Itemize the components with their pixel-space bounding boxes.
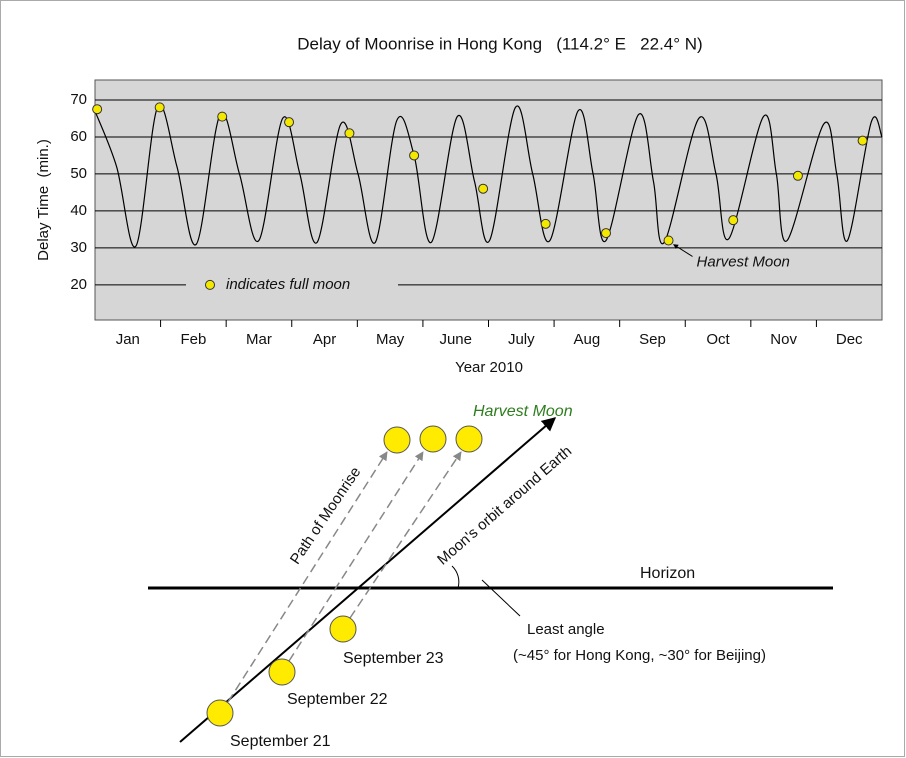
x-tick-label: Jan (116, 331, 140, 348)
moon (384, 427, 410, 453)
x-tick-label: Dec (836, 331, 863, 348)
full-moon-marker (345, 129, 354, 138)
moon (207, 700, 233, 726)
x-tick-label: Oct (706, 331, 730, 348)
x-tick-label: July (508, 331, 535, 348)
x-tick-label: Apr (313, 331, 336, 348)
x-tick-label: Mar (246, 331, 272, 348)
x-tick-label: May (376, 331, 405, 348)
full-moon-marker (479, 184, 488, 193)
y-tick-label: 70 (70, 91, 87, 108)
moon-label: September 21 (230, 733, 331, 750)
angle-arc (452, 566, 459, 588)
x-tick-label: Aug (574, 331, 601, 348)
x-tick-label: Sep (639, 331, 666, 348)
full-moon-marker (285, 118, 294, 127)
y-tick-label: 60 (70, 128, 87, 145)
full-moon-marker (858, 136, 867, 145)
y-axis-title: Delay Time (min.) (35, 139, 52, 261)
annotation: Harvest Moon (697, 253, 790, 270)
moon (269, 659, 295, 685)
full-moon-marker (793, 171, 802, 180)
y-tick-label: 50 (70, 165, 87, 182)
moon (420, 426, 446, 452)
angle-pointer (482, 580, 520, 616)
horizon-label: Horizon (640, 565, 695, 582)
x-axis-title: Year 2010 (455, 359, 523, 376)
full-moon-marker (602, 229, 611, 238)
y-tick-label: 20 (70, 276, 87, 293)
page: Delay of Moonrise in Hong Kong (114.2° E… (0, 0, 906, 758)
angle-label: Least angle (527, 621, 605, 638)
diagram: Horizon Moon's orbit around Earth Least … (148, 403, 833, 750)
moon (456, 426, 482, 452)
full-moon-marker (541, 219, 550, 228)
full-moon-marker (155, 103, 164, 112)
full-moon-marker (218, 112, 227, 121)
x-tick-label: Feb (180, 331, 206, 348)
full-moon-marker (93, 105, 102, 114)
moon (330, 616, 356, 642)
legend-label: indicates full moon (226, 276, 350, 293)
chart-title: Delay of Moonrise in Hong Kong (114.2° E… (297, 34, 702, 53)
moonrise-path (350, 452, 461, 618)
full-moon-marker (729, 216, 738, 225)
y-tick-label: 40 (70, 202, 87, 219)
full-moon-marker (410, 151, 419, 160)
moon-label: September 23 (343, 650, 444, 667)
chart: Delay of Moonrise in Hong Kong (114.2° E… (35, 34, 882, 375)
x-tick-label: Nov (770, 331, 797, 348)
legend-marker (206, 280, 215, 289)
moon-label: September 22 (287, 691, 388, 708)
diagram-title: Harvest Moon (473, 403, 573, 420)
y-tick-label: 30 (70, 239, 87, 256)
full-moon-marker (664, 236, 673, 245)
angle-note: (~45° for Hong Kong, ~30° for Beijing) (513, 647, 766, 664)
x-tick-label: June (439, 331, 472, 348)
path-label: Path of Moonrise (287, 464, 365, 568)
